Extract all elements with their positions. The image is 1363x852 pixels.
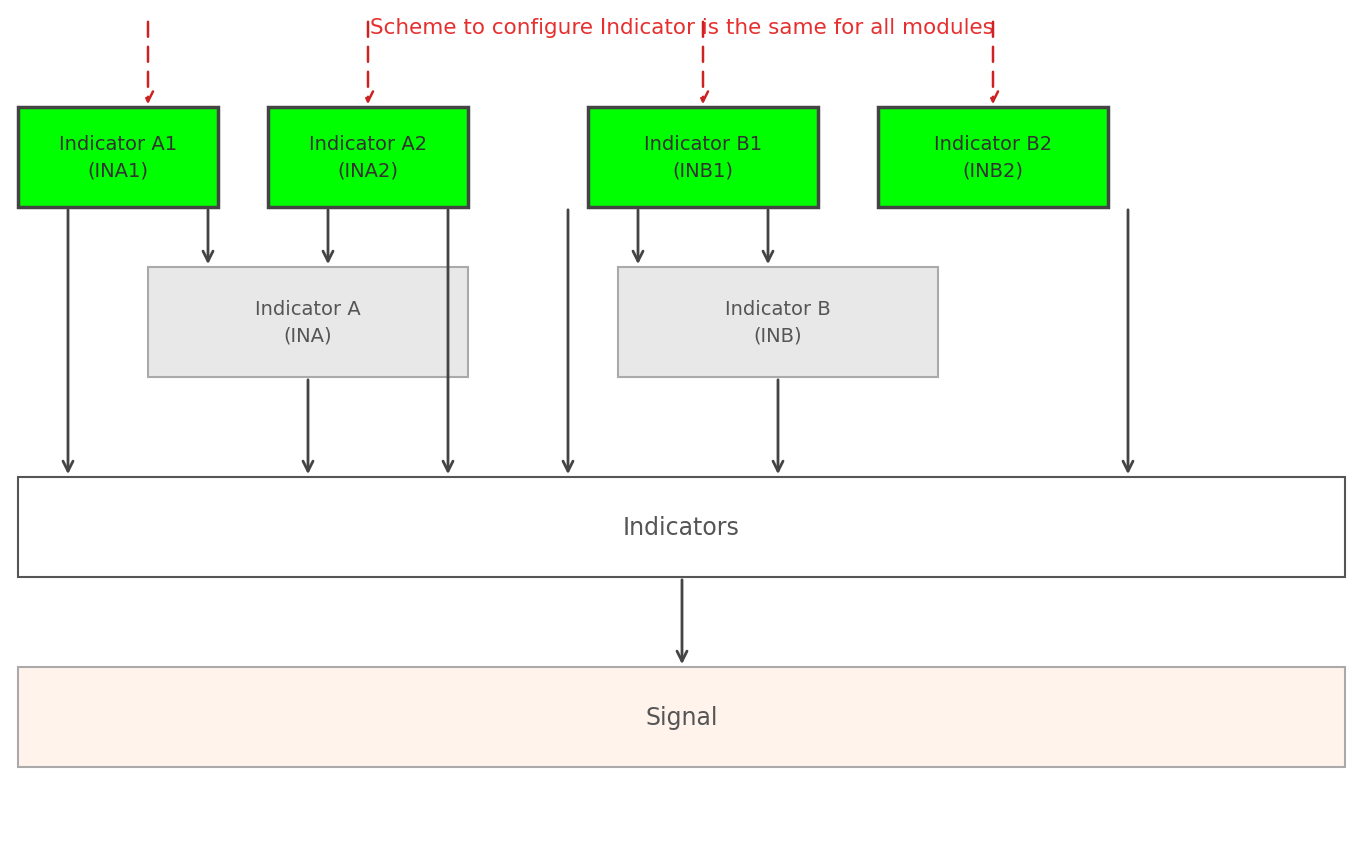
FancyBboxPatch shape — [269, 108, 468, 208]
FancyBboxPatch shape — [617, 268, 938, 377]
FancyBboxPatch shape — [18, 108, 218, 208]
Text: Indicator B1
(INB1): Indicator B1 (INB1) — [643, 135, 762, 181]
Text: Indicator A1
(INA1): Indicator A1 (INA1) — [59, 135, 177, 181]
Text: Indicator B2
(INB2): Indicator B2 (INB2) — [934, 135, 1052, 181]
Text: Indicator B
(INB): Indicator B (INB) — [725, 300, 831, 345]
Text: Scheme to configure Indicator is the same for all modules: Scheme to configure Indicator is the sam… — [369, 18, 994, 38]
FancyBboxPatch shape — [18, 667, 1345, 767]
FancyBboxPatch shape — [587, 108, 818, 208]
FancyBboxPatch shape — [149, 268, 468, 377]
Text: Indicator A2
(INA2): Indicator A2 (INA2) — [309, 135, 427, 181]
Text: Signal: Signal — [645, 705, 718, 729]
Text: Indicator A
(INA): Indicator A (INA) — [255, 300, 361, 345]
FancyBboxPatch shape — [878, 108, 1108, 208]
FancyBboxPatch shape — [18, 477, 1345, 578]
Text: Indicators: Indicators — [623, 515, 740, 539]
